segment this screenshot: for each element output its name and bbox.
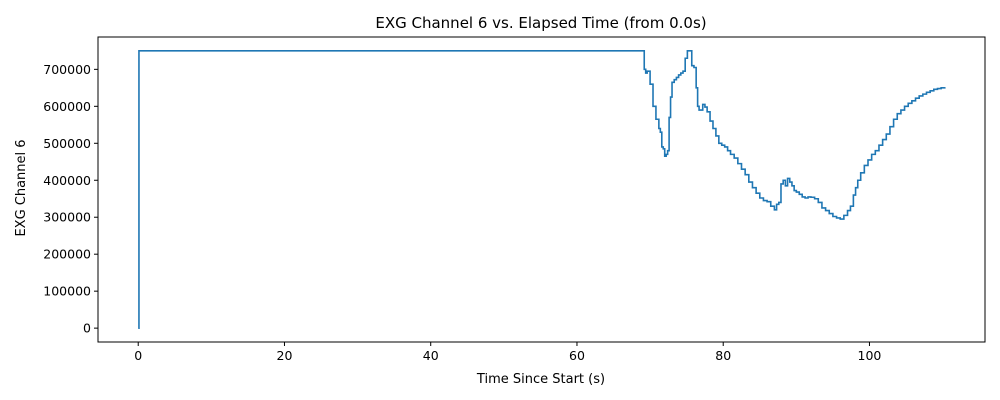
series-line-0 [138,50,946,329]
axes-frame [97,36,986,343]
plot-area: 0 20 40 60 80 100 0 100000 200000 300000 400000 500… [43,36,986,363]
x-tick-label: 80 [715,348,731,363]
y-tick-label: 200000 [43,247,91,262]
x-axis-label: Time Since Start (s) [476,372,605,387]
y-tick-label: 600000 [43,99,91,114]
x-tick-label: 20 [277,348,293,363]
x-tick-label: 40 [423,348,439,363]
y-tick-label: 500000 [43,136,91,151]
y-tick-label: 300000 [43,210,91,225]
x-tick-label: 0 [134,348,142,363]
y-tick-label: 700000 [43,62,91,77]
x-tick-label: 100 [858,348,882,363]
y-tick-label: 100000 [43,284,91,299]
x-tick-label: 60 [569,348,585,363]
chart-title: EXG Channel 6 vs. Elapsed Time (from 0.0… [375,14,706,32]
y-axis-label: EXG Channel 6 [14,139,29,236]
y-tick-label: 400000 [43,173,91,188]
y-tick-label: 0 [83,321,91,336]
